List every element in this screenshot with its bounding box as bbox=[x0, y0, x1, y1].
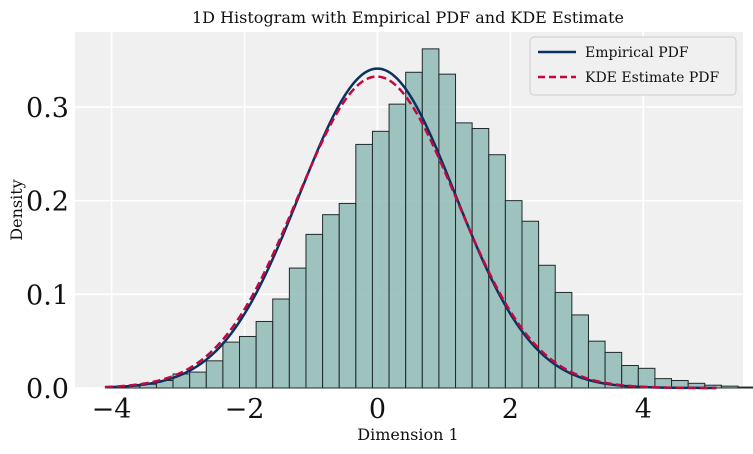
histogram-bar bbox=[504, 200, 523, 389]
pdf-curves bbox=[104, 67, 717, 390]
legend: Empirical PDF KDE Estimate PDF bbox=[529, 36, 737, 96]
y-axis-label: Density bbox=[7, 179, 26, 240]
histogram-bar bbox=[421, 48, 440, 389]
legend-label-kde: KDE Estimate PDF bbox=[585, 70, 719, 86]
histogram-bar bbox=[205, 360, 224, 389]
y-tick-label: 0.0 bbox=[26, 374, 69, 405]
y-tick-label: 0.1 bbox=[26, 280, 69, 311]
histogram-bar bbox=[637, 367, 656, 389]
histogram-bar bbox=[322, 214, 340, 389]
histogram-bar bbox=[455, 122, 473, 389]
histogram-bar bbox=[621, 365, 639, 389]
histogram-bar bbox=[255, 320, 274, 389]
histogram-bar bbox=[737, 386, 753, 389]
kde-pdf-line bbox=[104, 75, 717, 390]
histogram-bar bbox=[338, 202, 357, 389]
histogram-bar bbox=[538, 264, 556, 389]
histogram-bar bbox=[355, 143, 373, 389]
chart-title: 1D Histogram with Empirical PDF and KDE … bbox=[192, 8, 624, 27]
histogram-bar bbox=[272, 298, 290, 389]
legend-label-empirical: Empirical PDF bbox=[585, 45, 689, 61]
x-tick-label: 4 bbox=[635, 394, 652, 425]
histogram-bar bbox=[288, 267, 307, 389]
x-tick-label: −4 bbox=[92, 394, 132, 425]
histogram-bar bbox=[438, 73, 457, 389]
x-tick-label: 2 bbox=[502, 394, 519, 425]
histogram-bar bbox=[189, 371, 207, 389]
histogram-bar bbox=[388, 103, 407, 389]
empirical-pdf-line bbox=[104, 67, 717, 390]
histogram-bar bbox=[305, 233, 324, 389]
histogram-bar bbox=[239, 335, 257, 389]
x-axis-ticks: −4 −2 0 2 4 bbox=[92, 394, 652, 425]
y-tick-label: 0.2 bbox=[26, 187, 69, 218]
legend-box bbox=[529, 36, 737, 96]
x-axis-label: Dimension 1 bbox=[357, 425, 458, 444]
histogram-bar bbox=[488, 154, 506, 389]
histogram-bar bbox=[521, 220, 540, 389]
y-axis-ticks: 0.0 0.1 0.2 0.3 bbox=[26, 93, 69, 405]
x-tick-label: 0 bbox=[369, 394, 386, 425]
histogram-bar bbox=[720, 385, 739, 389]
histogram-bar bbox=[371, 130, 390, 389]
y-tick-label: 0.3 bbox=[26, 93, 69, 124]
x-tick-label: −2 bbox=[225, 394, 265, 425]
histogram-bar bbox=[222, 341, 241, 389]
